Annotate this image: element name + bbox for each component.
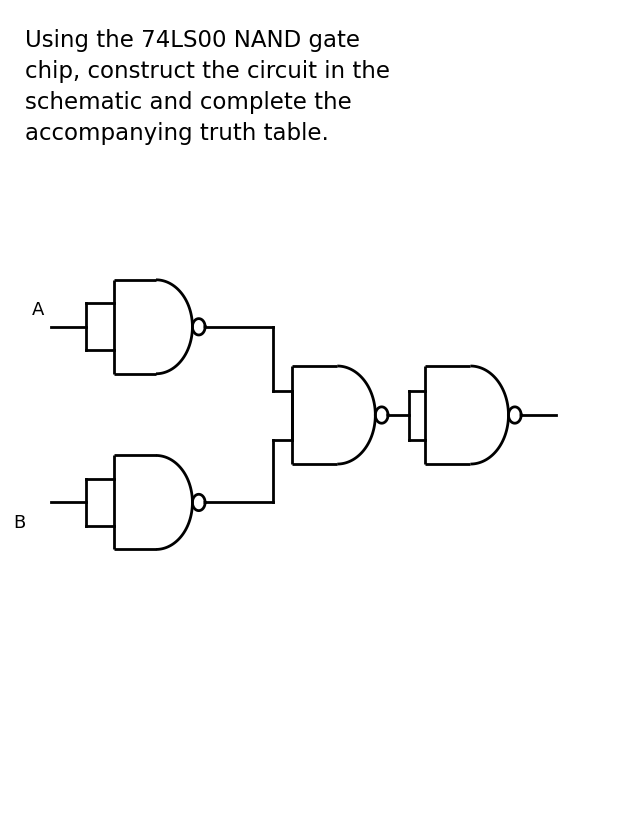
Text: A: A (32, 301, 44, 319)
Text: B: B (13, 514, 25, 532)
Text: Using the 74LS00 NAND gate
chip, construct the circuit in the
schematic and comp: Using the 74LS00 NAND gate chip, constru… (25, 29, 391, 145)
